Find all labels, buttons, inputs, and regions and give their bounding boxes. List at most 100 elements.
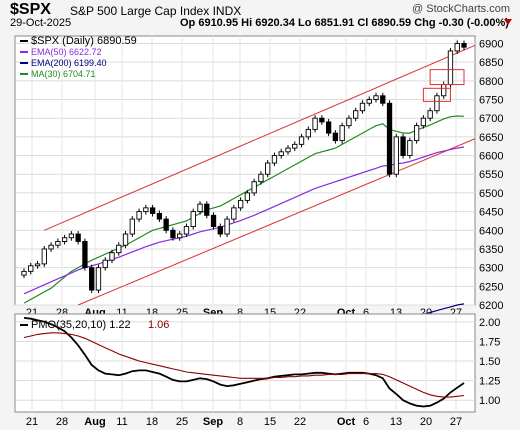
gap-box (422, 87, 451, 102)
price-ytick-label: 6850 (479, 57, 503, 69)
candle (454, 43, 460, 52)
candle (285, 147, 291, 153)
price-ytick-label: 6750 (479, 95, 503, 107)
chart-header: $SPX S&P 500 Large Cap Index INDX 29-Oct… (0, 0, 520, 30)
pmo-ytick-label: 1.75 (479, 336, 500, 348)
pmo-xtick-label: Aug (84, 416, 105, 428)
index-title: S&P 500 Large Cap Index (70, 4, 210, 18)
candle (393, 136, 399, 175)
candle (339, 125, 345, 142)
pmo-line (23, 317, 465, 408)
price-xtick-label: 25 (176, 307, 188, 318)
candle (278, 151, 284, 157)
price-ytick-label: 6300 (479, 263, 503, 275)
price-ytick-label: 6450 (479, 207, 503, 219)
candle (136, 211, 142, 220)
candle (441, 84, 447, 97)
candle (217, 226, 223, 235)
candle (224, 218, 230, 235)
price-ytick-label: 6650 (479, 132, 503, 144)
price-xtick-label: 28 (56, 307, 68, 318)
candle (265, 162, 271, 175)
price-xtick-label: 6 (363, 307, 369, 318)
candle (373, 95, 379, 100)
ema200-line (407, 303, 465, 318)
candle (82, 241, 88, 269)
pmo-xtick-label: 8 (237, 416, 243, 428)
candle (48, 244, 54, 250)
candle (305, 128, 311, 138)
price-legend-entry: EMA(50) 6622.72 (31, 47, 102, 57)
candle (122, 233, 129, 246)
pmo-chart: 1.00 1.25 1.50 1.75 2.00 21 28 Aug 11 18 25 Sep 8 15 2… (14, 313, 500, 428)
candle (41, 248, 47, 265)
candle (204, 203, 210, 216)
candle (75, 233, 81, 242)
pmo-xtick-label: 11 (116, 416, 127, 428)
candle (237, 199, 244, 209)
price-xtick-label: Aug (84, 307, 105, 318)
pmo-xtick-label: 22 (294, 416, 306, 428)
price-xtick-label: 11 (116, 307, 127, 318)
candle (109, 252, 115, 261)
pmo-xtick-label: Oct (337, 416, 356, 428)
candle (149, 207, 156, 214)
candle (312, 117, 318, 130)
pmo-ytick-label: 2.00 (479, 317, 500, 329)
candle (170, 229, 176, 239)
candle (427, 110, 433, 119)
price-xtick-label: 20 (420, 307, 432, 318)
price-xtick-label: 27 (450, 307, 462, 318)
pmo-xtick-label: 18 (146, 416, 158, 428)
candle (332, 132, 339, 142)
gap-box (429, 69, 465, 86)
candle (366, 99, 372, 104)
candle (386, 102, 393, 175)
candle (400, 136, 406, 157)
price-ytick-label: 6400 (479, 225, 503, 237)
price-ytick-label: 6200 (479, 300, 503, 312)
watermark: @ StockCharts.com (412, 3, 510, 15)
candle (319, 117, 325, 123)
pmo-xtick-label: 13 (390, 416, 402, 428)
candle (68, 233, 75, 239)
candle (447, 50, 454, 86)
channel-upper-line (44, 44, 476, 231)
pmo-xtick-label: 21 (26, 416, 38, 428)
candle (244, 192, 251, 201)
candle (346, 117, 352, 127)
candle (434, 95, 440, 112)
candle (163, 218, 169, 231)
pmo-xtick-label: 20 (420, 416, 432, 428)
pmo-legend-entry: 1.06 (148, 319, 169, 331)
down-arrow-icon (504, 19, 512, 25)
candle (183, 226, 190, 235)
price-xtick-label: Oct (337, 307, 356, 318)
candle (61, 237, 68, 242)
pmo-signal-line (23, 332, 465, 398)
pmo-xtick-label: 15 (264, 416, 276, 428)
candle (177, 233, 183, 239)
price-xtick-label: 22 (294, 307, 306, 318)
pmo-xtick-label: 27 (450, 416, 462, 428)
candle (353, 110, 359, 119)
exchange: INDX (212, 4, 242, 18)
price-ytick-label: 6500 (479, 188, 503, 200)
index-name: S&P 500 Large Cap Index INDX (70, 4, 241, 18)
price-xtick-label: 13 (390, 307, 402, 318)
candle (292, 143, 298, 149)
candle (380, 95, 386, 104)
price-xtick-label: Sep (203, 307, 223, 318)
candle (359, 102, 366, 112)
candle (461, 43, 467, 48)
price-ytick-label: 6700 (479, 113, 503, 125)
candle (34, 263, 41, 267)
channel-lower-line (77, 138, 476, 306)
price-ytick-label: 6350 (479, 244, 503, 256)
pmo-legend-entry: PMO(35,20,10) 1.22 (31, 319, 131, 331)
price-xtick-label: 18 (146, 307, 158, 318)
candle (95, 267, 102, 291)
price-ytick-label: 6250 (479, 281, 503, 293)
candle (116, 244, 122, 254)
candle (231, 207, 237, 220)
